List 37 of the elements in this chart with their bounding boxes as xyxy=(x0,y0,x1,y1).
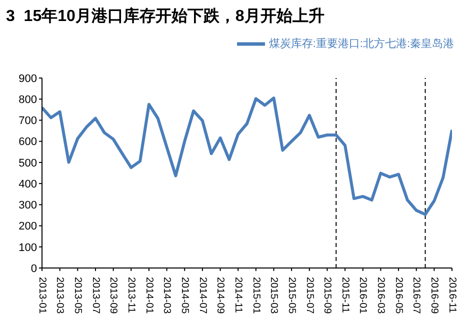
x-tick-label: 2015-01 xyxy=(250,277,262,314)
x-tick-label: 2013-07 xyxy=(90,277,101,314)
y-tick-label: 500 xyxy=(18,157,37,170)
x-tick-label: 2014-05 xyxy=(178,277,190,314)
legend-label: 煤炭库存:重要港口:北方七港:秦皇岛港 xyxy=(268,38,454,50)
x-tick-label: 2016-09 xyxy=(428,277,440,314)
x-tick-label: 2016-03 xyxy=(375,277,386,314)
y-tick-label: 800 xyxy=(18,94,37,106)
x-tick-label: 2015-05 xyxy=(286,277,297,314)
x-tick-label: 2013-03 xyxy=(54,277,66,314)
line-series xyxy=(42,96,452,216)
y-tick-label: 600 xyxy=(18,136,37,148)
x-tick-label: 2014-01 xyxy=(143,277,154,314)
x-tick-label: 2014-07 xyxy=(196,277,208,314)
y-tick-label: 900 xyxy=(18,72,37,85)
x-tick-label: 2015-09 xyxy=(322,277,333,314)
x-tick-label: 2013-01 xyxy=(36,277,48,314)
chart-title: 3 15年10月港口库存开始下跌，8月开始上升 xyxy=(6,6,324,27)
x-tick-label: 2014-03 xyxy=(161,277,172,314)
x-tick-label: 2015-03 xyxy=(268,277,280,314)
x-tick-label: 2016-11 xyxy=(446,277,458,314)
y-tick-label: 300 xyxy=(18,200,37,212)
x-tick-label: 2016-05 xyxy=(392,277,404,314)
x-tick-label: 2013-11 xyxy=(125,277,136,314)
x-tick-label: 2013-05 xyxy=(72,277,84,314)
x-tick-label: 2013-09 xyxy=(108,277,119,314)
y-tick-label: 100 xyxy=(18,242,37,254)
x-tick-label: 2015-11 xyxy=(339,277,350,314)
x-tick-label: 2014-11 xyxy=(232,277,244,314)
y-tick-label: 200 xyxy=(18,220,37,233)
x-tick-label: 2016-07 xyxy=(410,277,422,314)
x-tick-label: 2016-01 xyxy=(357,277,368,314)
y-tick-label: 0 xyxy=(30,262,37,275)
y-tick-label: 400 xyxy=(18,178,37,190)
y-tick-label: 700 xyxy=(18,115,37,128)
x-tick-label: 2014-09 xyxy=(214,277,226,314)
x-tick-label: 2015-07 xyxy=(304,277,315,314)
